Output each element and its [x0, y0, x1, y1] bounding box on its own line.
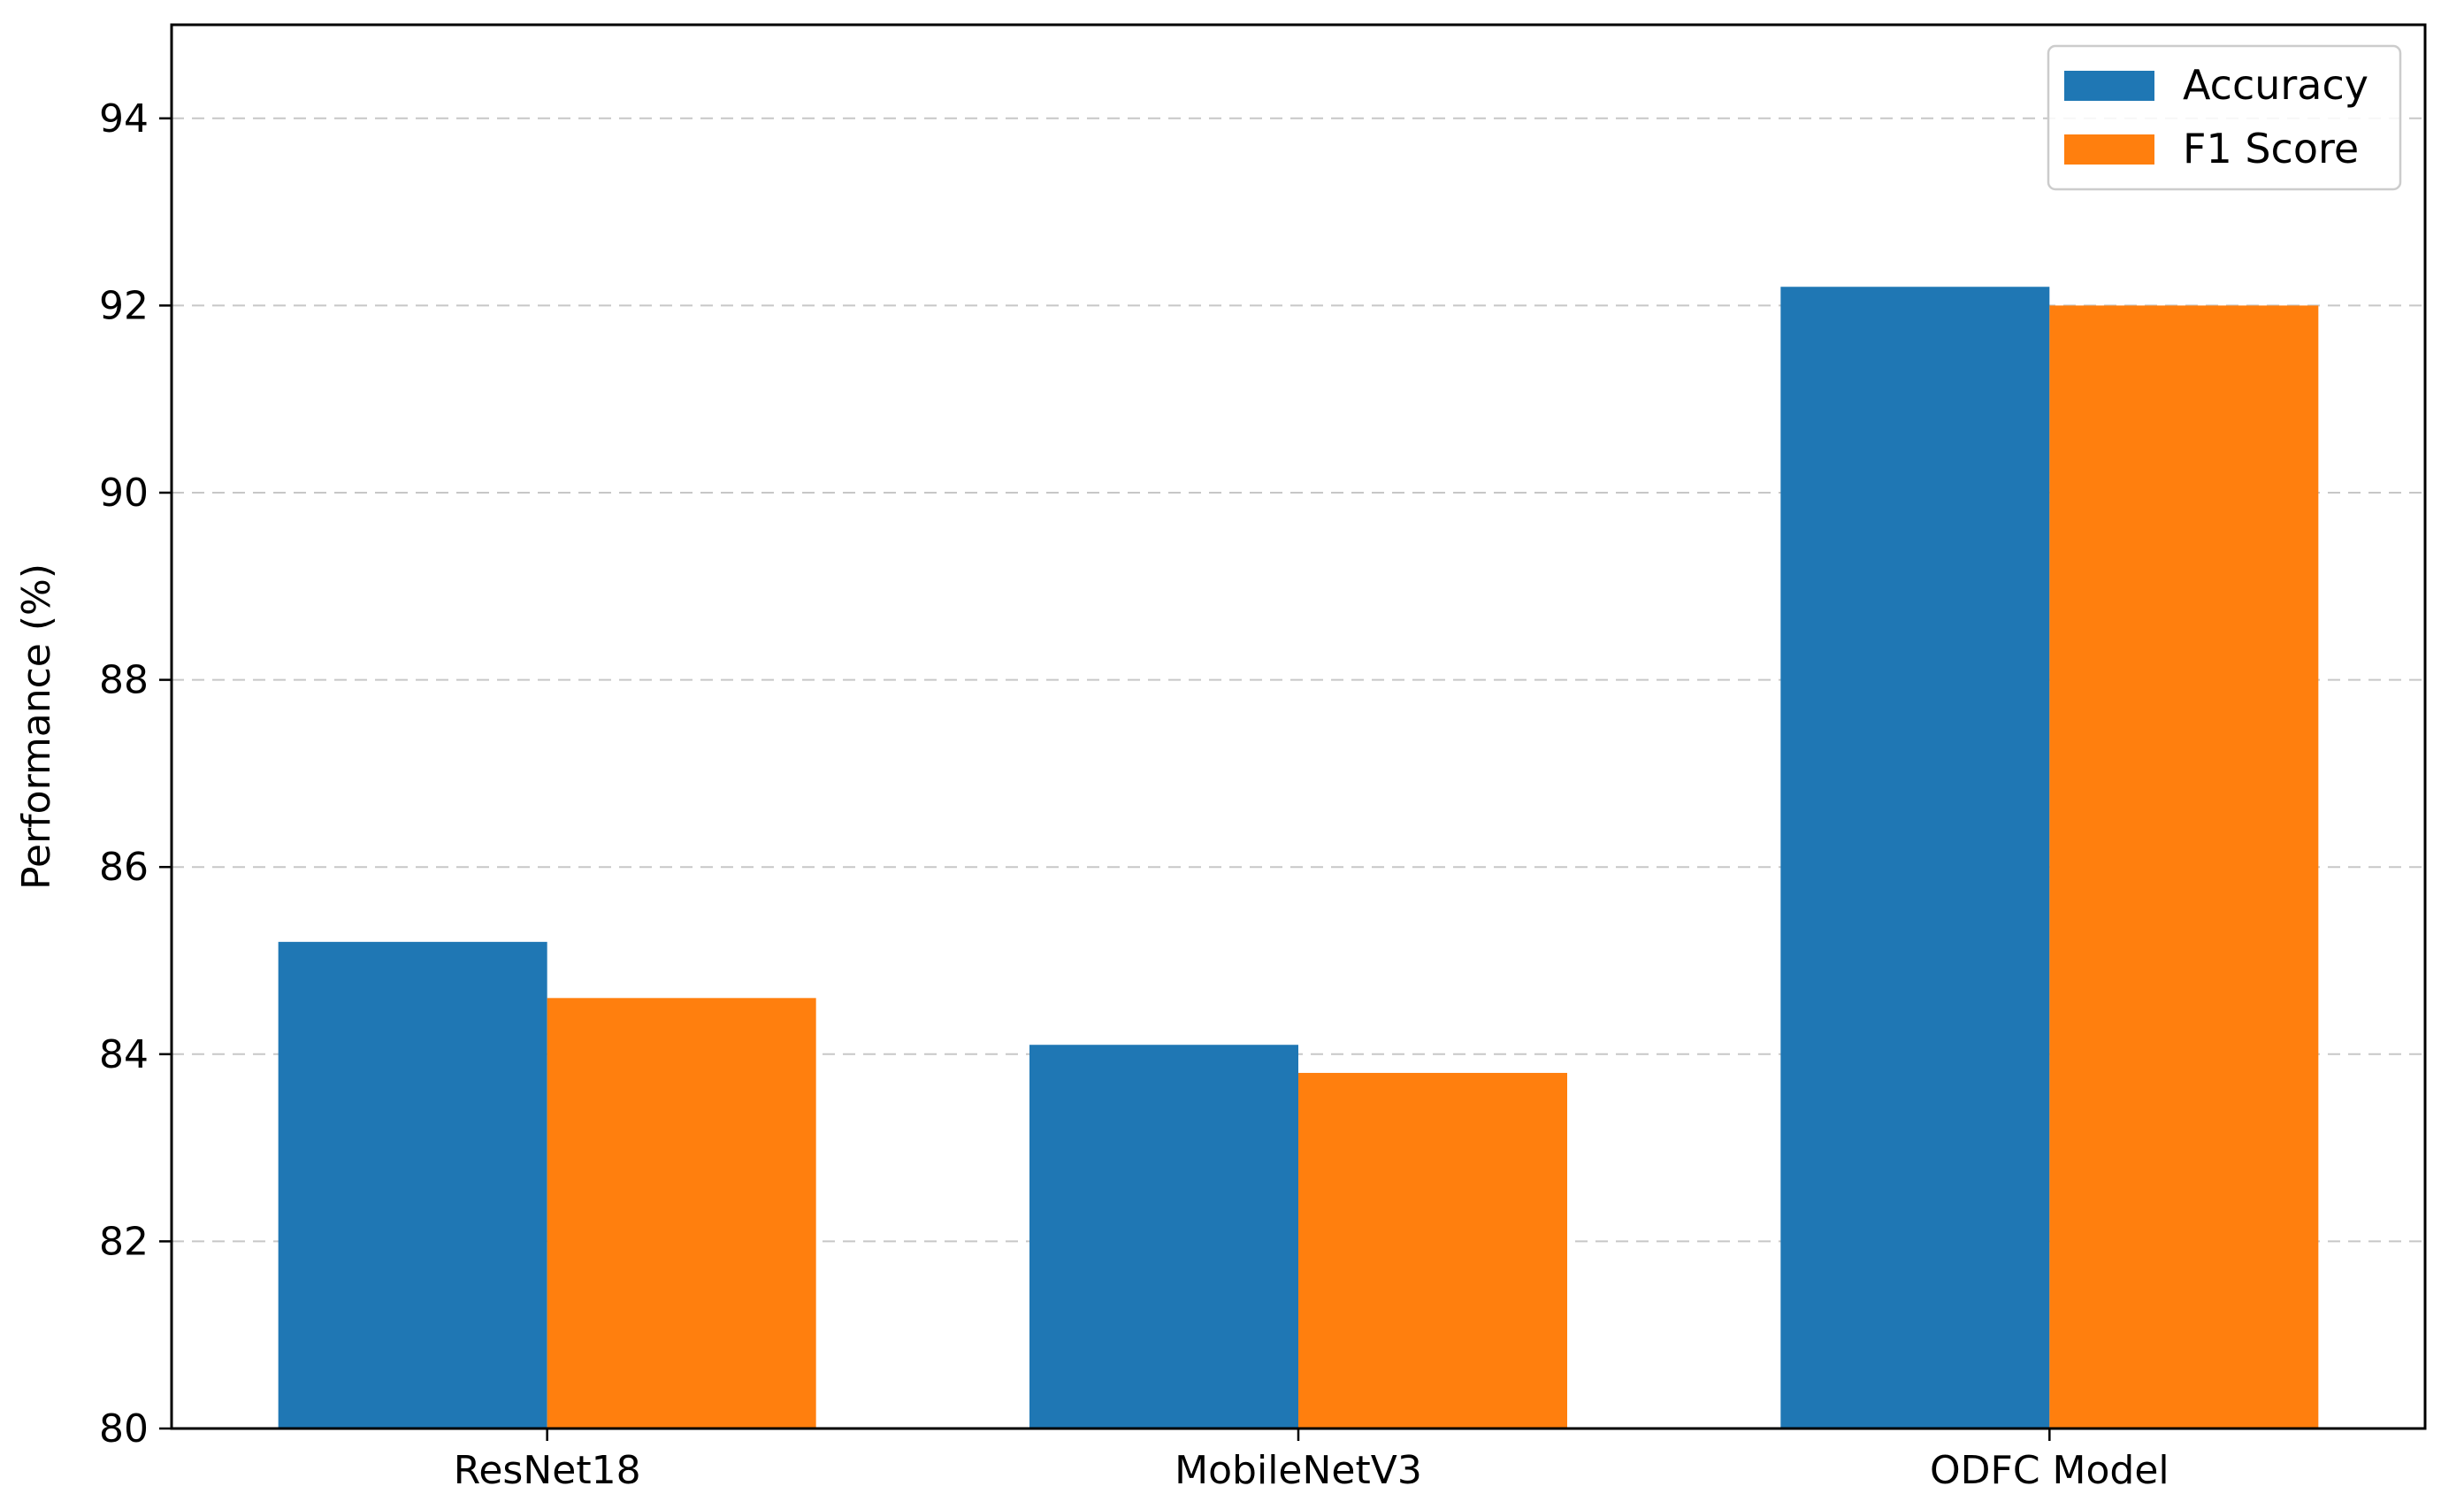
bar-accuracy [1780, 287, 2050, 1429]
y-axis: 80 82 84 86 88 90 92 94 [99, 96, 172, 1452]
y-tick-label: 94 [99, 96, 149, 142]
legend: Accuracy F1 Score [2047, 44, 2402, 191]
bar-f1-score [2049, 305, 2319, 1429]
x-tick-label: ODFC Model [1930, 1448, 2169, 1493]
bar-accuracy [278, 941, 547, 1429]
legend-label: Accuracy [2183, 61, 2368, 109]
x-axis: ResNet18 MobileNetV3 ODFC Model [454, 1429, 2169, 1493]
y-tick-label: 88 [99, 658, 149, 703]
x-tick-label: ResNet18 [454, 1448, 641, 1493]
y-tick-label: 82 [99, 1219, 149, 1264]
y-tick-label: 80 [99, 1406, 149, 1452]
legend-swatch [2064, 134, 2154, 165]
y-tick-label: 90 [99, 471, 149, 516]
bars [278, 287, 2319, 1429]
bar-f1-score [547, 998, 816, 1429]
legend-swatch [2064, 71, 2154, 101]
y-tick-label: 84 [99, 1032, 149, 1077]
bar-f1-score [1298, 1072, 1567, 1429]
y-tick-label: 92 [99, 283, 149, 328]
y-tick-label: 86 [99, 845, 149, 890]
y-axis-title: Performance (%) [14, 563, 59, 890]
bar-accuracy [1029, 1045, 1298, 1429]
x-tick-label: MobileNetV3 [1175, 1448, 1422, 1493]
legend-label: F1 Score [2183, 125, 2359, 172]
